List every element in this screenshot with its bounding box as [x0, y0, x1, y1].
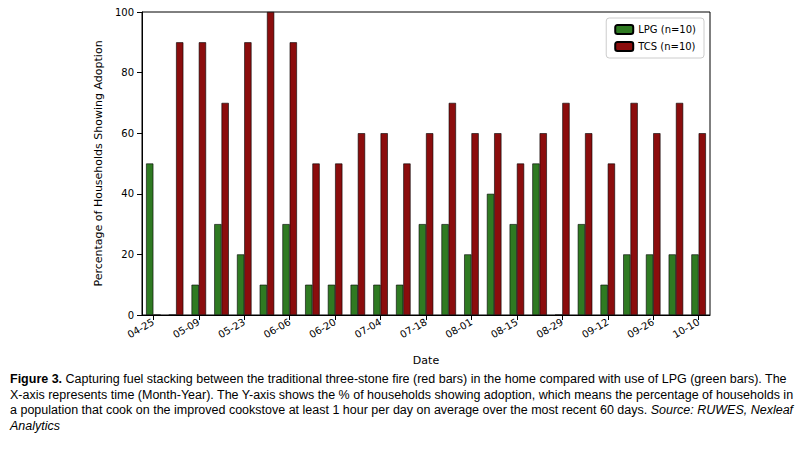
svg-text:Date: Date — [413, 354, 440, 367]
svg-text:08-29: 08-29 — [534, 316, 565, 340]
svg-text:05-09: 05-09 — [171, 316, 202, 340]
svg-text:06-20: 06-20 — [307, 316, 338, 340]
svg-text:20: 20 — [121, 249, 134, 260]
svg-text:09-26: 09-26 — [625, 316, 656, 340]
svg-text:04-25: 04-25 — [125, 316, 156, 340]
svg-text:07-04: 07-04 — [353, 316, 384, 340]
svg-text:LPG (n=10): LPG (n=10) — [638, 24, 696, 35]
svg-text:06-06: 06-06 — [262, 316, 293, 340]
html-text:Figure 3. Capturing fuel stack: Figure 3. Capturing fuel stacking betwee… — [10, 372, 794, 433]
svg-text:100: 100 — [115, 7, 134, 18]
svg-text:Percentage of Households Showi: Percentage of Households Showing Adoptio… — [92, 40, 105, 286]
svg-text:0: 0 — [128, 310, 134, 321]
svg-text:10-10: 10-10 — [671, 316, 702, 340]
svg-text:40: 40 — [121, 188, 134, 199]
svg-text:05-23: 05-23 — [216, 316, 247, 340]
svg-text:08-15: 08-15 — [489, 316, 520, 340]
svg-text:60: 60 — [121, 128, 134, 139]
svg-text:80: 80 — [121, 67, 134, 78]
svg-text:08-01: 08-01 — [444, 316, 475, 340]
svg-text:07-18: 07-18 — [398, 316, 429, 340]
svg-text:TCS (n=10): TCS (n=10) — [637, 41, 695, 52]
svg-text:09-12: 09-12 — [580, 316, 611, 340]
